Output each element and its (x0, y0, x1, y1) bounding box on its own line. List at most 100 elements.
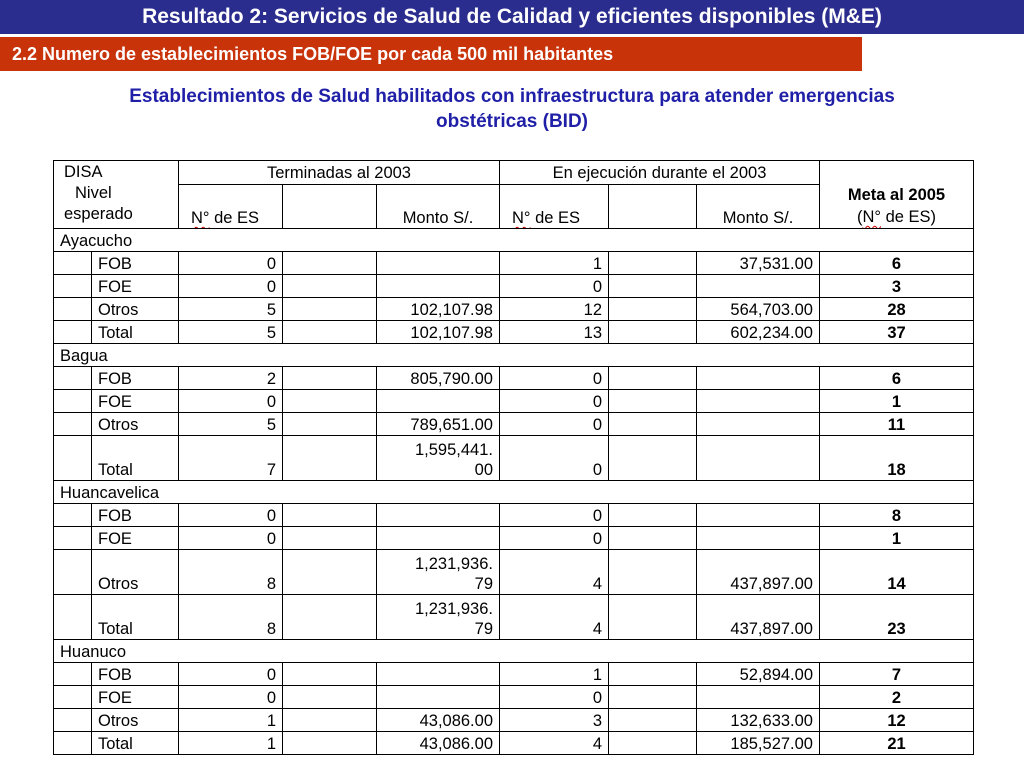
terminadas-monto-cell (376, 662, 500, 686)
disa-header: DISA (64, 163, 103, 181)
meta-cell: 1 (819, 526, 974, 550)
indent-cell (53, 389, 92, 413)
terminadas-blank-cell (282, 526, 377, 550)
slide-title-bar: Resultado 2: Servicios de Salud de Calid… (0, 0, 1024, 34)
ejecucion-blank-cell (608, 366, 697, 390)
slide-subtitle-bar: 2.2 Numero de establecimientos FOB/FOE p… (0, 37, 862, 71)
ejecucion-blank-cell (608, 685, 697, 709)
meta-cell: 12 (819, 708, 974, 732)
category-cell: Total (91, 594, 179, 640)
table-row: FOB 2 805,790.00 0 6 (53, 366, 974, 390)
terminadas-blank-header (282, 184, 377, 229)
terminadas-monto-part-2: 79 (474, 575, 493, 593)
ejecucion-blank-cell (608, 594, 697, 640)
terminadas-blank-cell (282, 549, 377, 595)
terminadas-monto-part-2: 79 (474, 620, 493, 638)
meta-cell: 6 (819, 251, 974, 275)
indent-cell (53, 526, 92, 550)
ejecucion-n-cell: 0 (499, 389, 609, 413)
terminadas-blank-cell (282, 662, 377, 686)
category-cell: Otros (91, 549, 179, 595)
indent-cell (53, 731, 92, 755)
terminadas-monto-part-1: 1,231,936. (415, 600, 493, 618)
table-body: DISA Nivel esperado Terminadas al 2003 E… (53, 160, 974, 755)
table-row: FOB 0 1 52,894.00 7 (53, 662, 974, 686)
ejecucion-monto-cell (696, 685, 820, 709)
table-row: FOE 0 0 2 (53, 685, 974, 709)
category-cell: Otros (91, 297, 179, 321)
terminadas-n-cell: 2 (178, 366, 283, 390)
ejecucion-monto-cell: 602,234.00 (696, 320, 820, 344)
region-name: Huanuco (53, 639, 974, 663)
terminadas-n-cell: 5 (178, 297, 283, 321)
terminadas-n-cell: 0 (178, 503, 283, 527)
ejecucion-n-cell: 0 (499, 366, 609, 390)
terminadas-n-cell: 0 (178, 662, 283, 686)
table-row: FOB 0 1 37,531.00 6 (53, 251, 974, 275)
terminadas-n-cell: 0 (178, 526, 283, 550)
ejecucion-n-cell: 1 (499, 662, 609, 686)
terminadas-blank-cell (282, 389, 377, 413)
terminadas-monto-cell (376, 685, 500, 709)
ejecucion-header: En ejecución durante el 2003 (499, 160, 820, 185)
ejecucion-monto-cell (696, 366, 820, 390)
terminadas-monto-cell (376, 526, 500, 550)
ejecucion-n-cell: 4 (499, 549, 609, 595)
terminadas-monto-part-2: 00 (474, 461, 493, 479)
terminadas-n-cell: 5 (178, 412, 283, 436)
category-cell: FOE (91, 685, 179, 709)
indent-cell (53, 297, 92, 321)
region-name: Bagua (53, 343, 974, 367)
ejecucion-monto-cell (696, 526, 820, 550)
ejecucion-blank-cell (608, 412, 697, 436)
table-heading-line-2: obstétricas (BID) (435, 111, 589, 132)
region-name: Huancavelica (53, 480, 974, 504)
meta-cell: 1 (819, 389, 974, 413)
terminadas-blank-cell (282, 274, 377, 298)
category-cell: Total (91, 320, 179, 344)
table-heading-line-1: Establecimientos de Salud habilitados co… (129, 86, 895, 107)
indent-cell (53, 435, 92, 481)
category-cell: FOB (91, 366, 179, 390)
ejecucion-monto-cell: 132,633.00 (696, 708, 820, 732)
indent-cell (53, 251, 92, 275)
ejecucion-n-cell: 12 (499, 297, 609, 321)
terminadas-header: Terminadas al 2003 (178, 160, 500, 185)
terminadas-monto-cell (376, 274, 500, 298)
terminadas-monto-cell: 102,107.98 (376, 297, 500, 321)
indent-cell (53, 549, 92, 595)
terminadas-n-cell: 5 (178, 320, 283, 344)
meta-cell: 23 (819, 594, 974, 640)
ejecucion-blank-cell (608, 731, 697, 755)
table-row: FOE 0 0 1 (53, 526, 974, 550)
table-row: FOE 0 0 3 (53, 274, 974, 298)
meta-cell: 14 (819, 549, 974, 595)
terminadas-n-cell: 0 (178, 389, 283, 413)
ejecucion-n-cell: 0 (499, 685, 609, 709)
terminadas-blank-cell (282, 320, 377, 344)
ejecucion-blank-cell (608, 320, 697, 344)
establishments-table: DISA Nivel esperado Terminadas al 2003 E… (53, 160, 974, 755)
terminadas-blank-cell (282, 251, 377, 275)
ejecucion-monto-cell: 52,894.00 (696, 662, 820, 686)
meta-cell: 3 (819, 274, 974, 298)
terminadas-monto-cell (376, 389, 500, 413)
category-cell: Otros (91, 412, 179, 436)
ejecucion-monto-cell: 437,897.00 (696, 594, 820, 640)
table-row: FOB 0 0 8 (53, 503, 974, 527)
terminadas-blank-cell (282, 708, 377, 732)
terminadas-blank-cell (282, 366, 377, 390)
category-cell: Total (91, 731, 179, 755)
ejecucion-blank-cell (608, 503, 697, 527)
terminadas-monto-cell: 43,086.00 (376, 708, 500, 732)
meta-cell: 8 (819, 503, 974, 527)
terminadas-monto-cell: 805,790.00 (376, 366, 500, 390)
ejecucion-blank-cell (608, 549, 697, 595)
ejecucion-n-cell: 1 (499, 251, 609, 275)
slide-title: Resultado 2: Servicios de Salud de Calid… (142, 5, 882, 28)
table-row: Otros 5 102,107.98 12 564,703.00 28 (53, 297, 974, 321)
ejecucion-monto-cell: 185,527.00 (696, 731, 820, 755)
terminadas-n-cell: 0 (178, 251, 283, 275)
ejecucion-monto-cell: 37,531.00 (696, 251, 820, 275)
terminadas-n-header: N° de ES (178, 184, 283, 229)
